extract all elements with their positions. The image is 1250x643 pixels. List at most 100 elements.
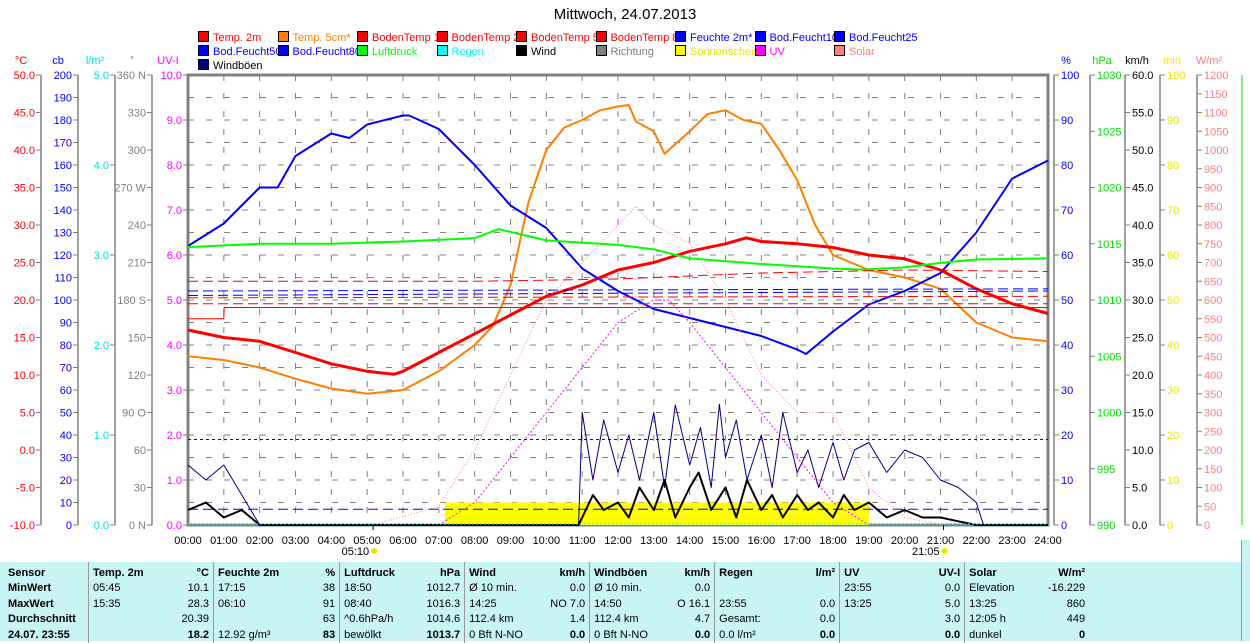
legend-label: Bod.Feucht50	[213, 46, 282, 58]
axis-tick-label: 50	[1167, 295, 1179, 307]
axis-unit-dir: °	[130, 55, 134, 67]
series-bodentemp-10	[188, 269, 1049, 282]
axis-unit-press: hPa	[1092, 55, 1112, 67]
axis-tick-label: 1.0	[167, 475, 182, 487]
legend-item: BodenTemp 50	[516, 31, 605, 44]
table-cell: MaxWert	[4, 596, 89, 612]
axis-tick-label: 5.0	[20, 408, 35, 420]
axis-unit-temp: °C	[15, 55, 27, 67]
summary-table: Sensor Temp. 2m °C Feuchte 2m% Luftdruck hPa W…	[0, 562, 1242, 643]
axis-tick-label: 70	[60, 363, 72, 375]
axis-tick-label: 750	[1204, 239, 1222, 251]
axis-tick-label: 130	[54, 228, 72, 240]
series-bodentemp-80	[188, 307, 1048, 320]
legend-label: Regen	[451, 46, 484, 58]
axis-tick-label: 60	[134, 445, 146, 457]
table-cell: 23:55	[844, 582, 872, 595]
axis-tick-label: 60	[1167, 250, 1179, 262]
axis-tick-label: 35.0	[14, 183, 35, 195]
axis-unit-rain: l/m²	[86, 55, 105, 67]
table-cell: Ø 10 min.	[469, 582, 517, 595]
x-tick-label: 04:00	[318, 535, 346, 547]
axis-tick-label: 400	[1204, 370, 1222, 382]
table-cell: 5.0	[908, 596, 966, 612]
sunset-icon	[941, 548, 948, 554]
legend-item: Luftdruck	[357, 45, 417, 58]
column-header: km/h	[533, 562, 591, 581]
legend-label: BodenTemp 50	[531, 32, 605, 44]
x-tick-label: 16:00	[748, 535, 776, 547]
table-cell: 83	[283, 627, 341, 643]
legend-swatch	[834, 31, 845, 42]
axis-tick-label: 110	[54, 273, 72, 285]
axis-tick-label: 300	[1204, 408, 1222, 420]
axis-tick-label: 50.0	[14, 70, 35, 82]
legend-label: UV	[769, 46, 785, 58]
legend-swatch	[198, 59, 209, 70]
legend-item: UV	[754, 45, 785, 58]
axis-unit-cb: cb	[52, 55, 64, 67]
table-cell: 08:40	[344, 597, 372, 610]
axis-tick-label: 1030	[1097, 70, 1121, 82]
axis-tick-label: 270 W	[114, 183, 146, 195]
x-tick-label: 10:00	[533, 535, 561, 547]
table-cell: Ø 10 min.	[594, 582, 642, 595]
column-header: hPa	[408, 562, 466, 581]
axis-tick-label: 1100	[1204, 108, 1228, 120]
table-cell: 23:55	[719, 597, 747, 610]
legend-item: BodenTemp 80	[595, 31, 685, 44]
legend-swatch	[595, 45, 607, 56]
axis-tick-label: 90	[60, 318, 72, 330]
axis-tick-label: 200	[54, 70, 72, 82]
legend-swatch	[436, 45, 448, 56]
axis-tick-label: 9.0	[167, 115, 182, 127]
axis-tick-label: 140	[54, 205, 72, 217]
legend-item: Bod.Feucht80	[277, 45, 361, 58]
axis-tick-label: 0	[1167, 520, 1173, 532]
table-cell	[89, 612, 158, 628]
x-tick-label: 07:00	[425, 535, 453, 547]
legend-label: Luftdruck	[372, 46, 418, 58]
axis-tick-label: 1150	[1204, 89, 1228, 101]
table-cell: 24.07. 23:55	[4, 627, 89, 643]
axis-tick-label: 60.0	[1132, 70, 1153, 82]
table-cell: ^0.6hPa/h	[344, 613, 394, 626]
axis-tick-label: 0.0	[1132, 520, 1147, 532]
axis-tick-label: 4.0	[94, 160, 109, 172]
axis-tick-label: 55.0	[1132, 108, 1153, 120]
axis-tick-label: 2.0	[94, 340, 109, 352]
axis-tick-label: 6.0	[167, 250, 182, 262]
axis-tick-label: 210	[128, 258, 146, 270]
legend-label: BodenTemp 25	[451, 32, 526, 44]
legend-item: Bod.Feucht50	[198, 45, 282, 58]
axis-tick-label: 90	[1061, 115, 1073, 127]
table-cell: 0 Bft N-NO	[594, 628, 648, 641]
table-cell: 0.0 l/m²	[719, 628, 756, 641]
scrollbar[interactable]	[1241, 540, 1250, 641]
axis-tick-label: 200	[1204, 445, 1222, 457]
legend-swatch	[357, 45, 368, 56]
table-cell	[783, 580, 841, 596]
table-cell: 860	[1066, 597, 1086, 610]
table-cell: 10.1	[157, 580, 214, 596]
x-tick-label: 18:00	[819, 535, 847, 547]
axis-tick-label: 900	[1204, 183, 1222, 195]
legend-swatch	[754, 31, 766, 42]
table-cell: 15:35	[93, 597, 121, 610]
x-tick-label: 01:00	[210, 535, 238, 547]
axis-tick-label: 40	[1167, 340, 1179, 352]
series-feuchte-2m-	[187, 114, 1049, 355]
x-tick-label: 12:00	[604, 535, 632, 547]
legend-label: Richtung	[610, 46, 654, 58]
axis-tick-label: 160	[54, 160, 72, 172]
legend-swatch	[198, 45, 209, 56]
x-tick-label: 17:00	[783, 535, 811, 547]
axis-tick-label: 150	[1204, 464, 1222, 476]
x-tick-label: 23:00	[998, 535, 1026, 547]
legend-label: BodenTemp 10	[372, 32, 446, 44]
chart-title: Mittwoch, 24.07.2013	[553, 6, 697, 23]
axis-tick-label: 1000	[1097, 408, 1121, 420]
sunrise-label: 05:10	[342, 546, 370, 558]
table-cell: Gesamt:	[719, 613, 761, 626]
axis-tick-label: 30	[134, 483, 146, 495]
